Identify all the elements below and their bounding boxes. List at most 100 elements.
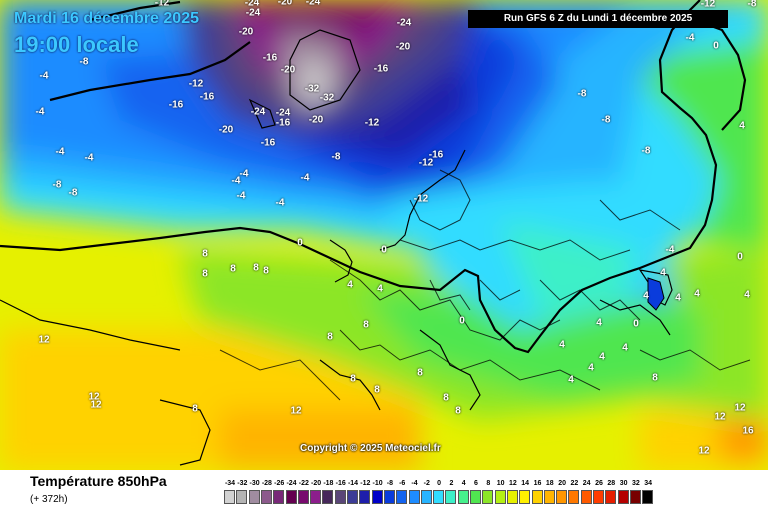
map-value-label: -12 <box>188 78 204 90</box>
scale-label: 8 <box>486 480 491 487</box>
scale-swatch <box>383 490 395 504</box>
scale-swatch <box>543 490 555 504</box>
scale-label: -26 <box>274 480 285 487</box>
scale-label: 30 <box>619 480 628 487</box>
map-value-label: 12 <box>714 411 726 423</box>
scale-label: -4 <box>411 480 418 487</box>
scale-label: -22 <box>298 480 309 487</box>
scale-label: -32 <box>237 480 248 487</box>
scale-label: -8 <box>386 480 393 487</box>
forecast-hours: (+ 372h) <box>30 494 68 505</box>
map-value-label: -24 <box>275 107 291 119</box>
map-value-label: -24 <box>244 0 260 9</box>
map-value-label: -12 <box>418 157 434 169</box>
scale-swatch <box>396 490 408 504</box>
scale-label: 20 <box>558 480 566 487</box>
scale-swatch <box>642 490 654 504</box>
map-value-label: -20 <box>395 41 411 53</box>
scale-label: 0 <box>437 480 442 487</box>
map-value-label: -4 <box>236 190 246 202</box>
scale-swatch <box>334 490 346 504</box>
coastlines <box>0 29 673 466</box>
map-value-label: 4 <box>568 374 574 386</box>
map-value-label: 8 <box>455 405 461 417</box>
temperature-map: Mardi 16 décembre 2025 19:00 locale Run … <box>0 0 768 470</box>
scale-swatch <box>556 490 568 504</box>
map-value-label: -8 <box>641 145 651 157</box>
map-value-label: -16 <box>373 63 389 75</box>
scale-swatch <box>568 490 580 504</box>
scale-label: -16 <box>335 480 346 487</box>
map-value-label: 4 <box>588 362 594 374</box>
scale-swatch <box>371 490 383 504</box>
map-value-label: 8 <box>374 384 380 396</box>
scale-label: -30 <box>249 480 260 487</box>
map-value-label: 8 <box>652 372 658 384</box>
map-value-label: -16 <box>199 91 215 103</box>
map-value-label: 4 <box>660 267 666 279</box>
map-value-label: 0 <box>459 315 465 327</box>
map-value-label: 8 <box>202 248 208 260</box>
scale-label: -6 <box>399 480 406 487</box>
map-value-label: 4 <box>739 120 745 132</box>
map-value-label: 8 <box>202 268 208 280</box>
map-value-label: -20 <box>308 114 324 126</box>
map-value-label: 4 <box>675 292 681 304</box>
map-value-label: -20 <box>277 0 293 8</box>
map-value-label: -20 <box>238 26 254 38</box>
map-value-label: -4 <box>231 175 241 187</box>
map-value-label: -8 <box>601 114 611 126</box>
scale-label: 34 <box>644 480 653 487</box>
scale-label: 14 <box>521 480 530 487</box>
scale-label: 12 <box>508 480 517 487</box>
map-value-label: 0 <box>737 251 743 263</box>
scale-swatch <box>408 490 420 504</box>
map-value-label: 4 <box>599 351 605 363</box>
forecast-local-time: 19:00 locale <box>14 32 139 57</box>
map-value-label: 4 <box>347 279 353 291</box>
map-value-label: 8 <box>327 331 333 343</box>
map-value-label: -4 <box>239 168 249 180</box>
scale-swatch <box>593 490 604 504</box>
scale-label: -24 <box>286 480 297 487</box>
scale-label: -28 <box>261 480 272 487</box>
scale-label: 22 <box>570 480 579 487</box>
map-value-label: -4 <box>84 152 94 164</box>
forecast-date: Mardi 16 décembre 2025 <box>14 10 199 27</box>
map-value-label: -8 <box>52 179 62 191</box>
map-value-label: -16 <box>168 99 184 111</box>
map-value-label: 4 <box>622 342 628 354</box>
map-value-label: 4 <box>694 288 700 300</box>
scale-label: 32 <box>631 480 640 487</box>
scale-swatch <box>457 490 469 504</box>
scale-swatch <box>629 490 641 504</box>
map-value-label: -24 <box>245 7 261 19</box>
map-value-label: -4 <box>665 244 675 256</box>
map-value-label: 4 <box>559 339 565 351</box>
map-value-label: 8 <box>443 392 449 404</box>
scale-swatch <box>494 490 506 504</box>
scale-label: 4 <box>461 480 466 487</box>
map-value-label: 8 <box>363 319 369 331</box>
map-value-label: 12 <box>734 402 746 414</box>
map-value-label: -8 <box>331 151 341 163</box>
map-value-label: 0 <box>713 40 719 52</box>
scale-label: -18 <box>323 480 334 487</box>
map-value-label: 4 <box>744 289 750 301</box>
map-value-label: -24 <box>305 0 321 8</box>
scale-swatch <box>273 490 285 504</box>
map-value-label: -12 <box>364 117 380 129</box>
scale-swatch <box>506 490 518 504</box>
map-value-label: -16 <box>262 52 278 64</box>
scale-swatch <box>580 490 592 504</box>
scale-swatch <box>322 490 334 504</box>
map-value-label: 12 <box>698 445 710 457</box>
scale-label: 16 <box>533 480 542 487</box>
map-value-label: -16 <box>260 137 276 149</box>
scale-swatch <box>297 490 309 504</box>
run-info-box: Run GFS 6 Z du Lundi 1 décembre 2025 <box>468 10 728 28</box>
legend-title: Température 850hPa <box>30 473 167 489</box>
scale-label: 6 <box>474 480 478 487</box>
map-value-label: -20 <box>280 64 296 76</box>
map-value-label: -8 <box>79 56 89 68</box>
